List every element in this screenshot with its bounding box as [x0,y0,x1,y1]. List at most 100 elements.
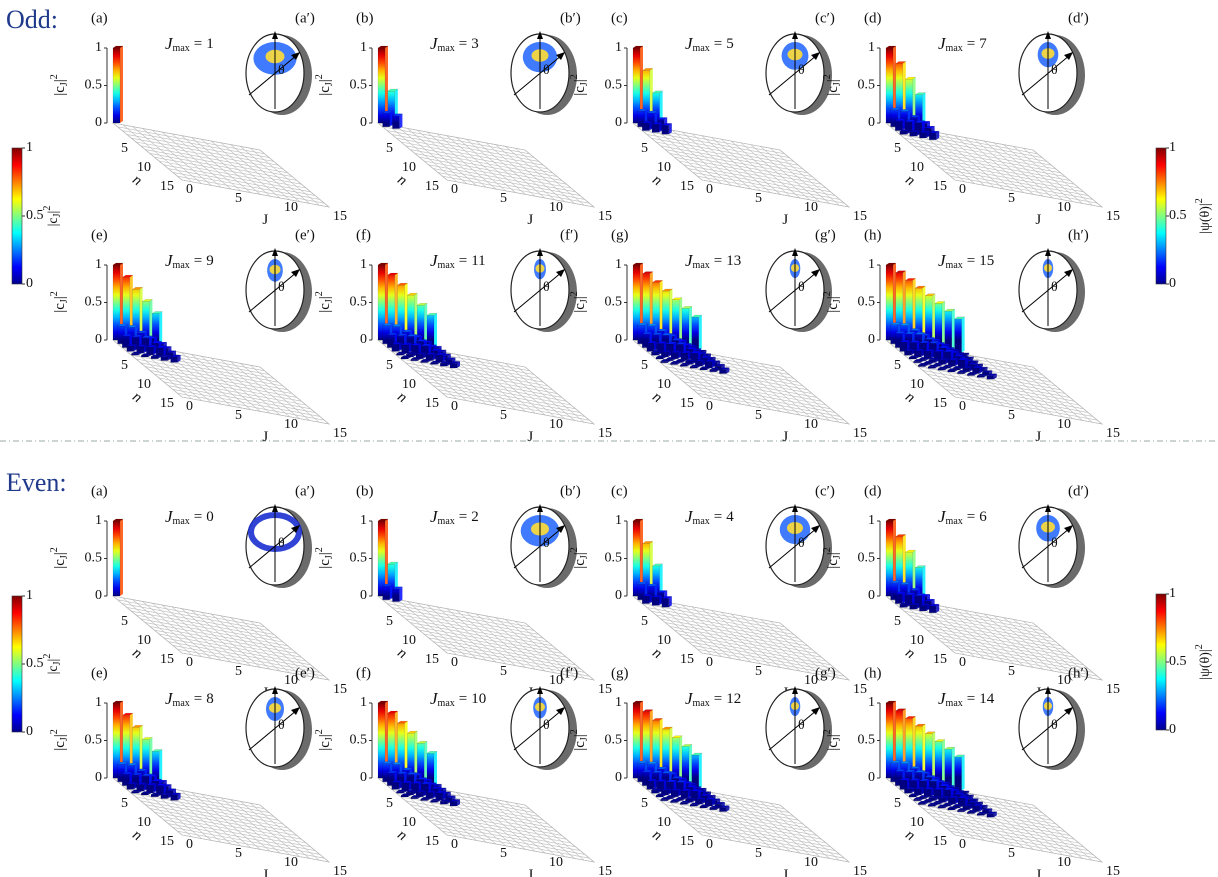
bar [651,352,658,355]
bar-side [120,519,123,596]
bar-side [120,46,123,123]
z-tick-label: 0 [615,588,622,603]
bar [987,814,994,817]
theta: θ [1051,280,1058,295]
inset-label: (a′) [295,483,315,499]
colorbar-tick-label: 1 [26,588,33,603]
panel-label: (d) [864,10,882,26]
z-axis-label: |cJ|2 [314,729,335,751]
colorbar [12,596,22,732]
bar [392,116,399,129]
j-tick-label: 5 [1008,664,1015,679]
label-part: |c [317,303,333,313]
figure: Odd:Even:00.51|cJ|200.51|cJ|200.51|ψ(θ)|… [0,0,1218,877]
bar-side [699,753,702,789]
colorbar-label: |ψ(θ)|2 [1194,198,1213,233]
colorbar-tick-label: 1 [1169,140,1176,155]
colorbar-tick-label: 0.5 [1169,654,1187,669]
bar [900,132,907,135]
jmax-label: Jmax=3 [430,34,479,54]
z-tick-label: 1 [868,40,875,55]
jmax-sub: max [173,260,190,271]
jmax-eq: = [459,509,467,525]
z-tick-label: 0.5 [858,551,876,566]
z-tick-label: 1 [360,513,367,528]
theta: θ [798,718,805,733]
theta: θ [278,718,285,733]
bar-side [962,317,965,353]
j-tick-label: 15 [853,864,867,877]
bar [383,113,390,127]
label-sup: 2 [42,654,53,659]
n-tick-label: 5 [894,796,901,811]
jmax-sub: max [693,260,710,271]
z-axis-label: |cJ|2 [49,74,70,96]
bar [430,363,437,365]
bar [430,801,437,803]
panel-label: (h) [864,227,882,243]
j-tick-label: 15 [1106,682,1120,697]
bar [662,598,669,607]
panel: 00.51|cJ|251015051015nJ(e)Jmax=9θ(e′) [49,227,347,444]
z-tick-label: 0.5 [858,295,876,310]
j-tick-label: 10 [549,200,563,215]
jmax-eq: = [714,36,722,52]
bar [710,370,717,372]
panel-label: (c) [611,483,628,499]
j-tick-label: 5 [755,408,762,423]
bar [161,795,168,799]
colorbar-tick-label: 0.5 [1169,208,1187,223]
inset-label: (e′) [295,665,315,681]
label-part: |c [572,559,588,569]
j-tick-label: 0 [451,399,458,414]
bar-side [689,306,692,349]
j-tick-label: 10 [284,200,298,215]
j-tick-label: 15 [853,682,867,697]
jmax-value: 15 [979,253,994,269]
z-tick-label: 0 [868,588,875,603]
inset-label: (b′) [560,483,581,499]
label-sup: 2 [1194,198,1205,203]
j-axis-label: J [262,212,268,228]
j-tick-label: 10 [1057,417,1071,432]
jmax-value: 12 [726,691,741,707]
colorbar-tick-label: 0 [1169,722,1176,737]
z-axis-label: |cJ|2 [314,547,335,569]
jmax-label: Jmax=12 [685,689,741,709]
jmax-sub: max [173,516,190,527]
jmax-eq: = [459,253,467,269]
bar [680,365,687,367]
n-tick-label: 5 [894,141,901,156]
z-tick-label: 1 [360,695,367,710]
bar [411,797,418,799]
bar [383,586,390,600]
z-tick-label: 0 [360,332,367,347]
n-axis-label: n [129,645,144,662]
j-tick-label: 0 [706,182,713,197]
bar-side [434,313,437,349]
j-tick-label: 0 [706,399,713,414]
bar [690,367,697,369]
bar [929,606,936,613]
bar [656,796,663,798]
n-tick-label: 15 [933,834,947,849]
z-tick-label: 0.5 [605,733,623,748]
j-tick-label: 5 [235,846,242,861]
label-part: |c [317,741,333,751]
jmax-sub: max [438,260,455,271]
theta: θ [278,63,285,78]
panel: 00.51|cJ|251015051015nJ(a)Jmax=1θ(a′) [49,10,347,227]
bar [700,807,707,809]
bar [151,795,158,797]
label-sup: 2 [822,547,833,552]
n-tick-label: 15 [425,179,439,194]
bar [392,589,399,602]
j-tick-label: 10 [1057,855,1071,870]
bar [656,358,663,360]
bar-side [952,747,955,789]
bar [392,344,399,351]
panel: 00.51|cJ|251015051015nJ(f)Jmax=11θ(f′) [314,227,612,444]
bar [661,361,668,363]
jmax-value: 10 [471,691,486,707]
bar [977,814,984,816]
